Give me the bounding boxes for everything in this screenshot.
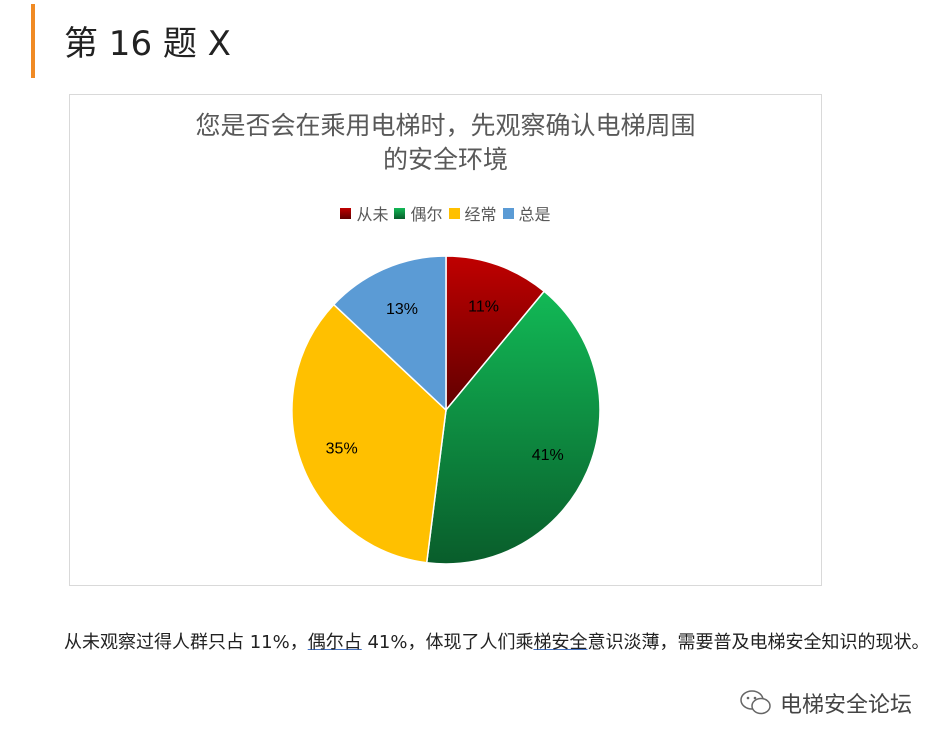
pie-slice-经常 (291, 303, 447, 564)
data-label: 11% (468, 299, 499, 316)
legend-label: 偶尔 (410, 205, 443, 224)
accent-bar (31, 4, 35, 78)
data-label: 41% (532, 447, 564, 464)
underlined-text: 偶尔占 (307, 632, 362, 653)
text: 41%，体现了人们乘 (361, 632, 534, 653)
text: 从未观察过得人群只占 11%， (64, 632, 308, 653)
underlined-text: 梯安全 (533, 632, 588, 653)
pie-slice-偶尔 (425, 290, 601, 565)
pie-slice-从未 (445, 255, 546, 413)
legend-swatch (340, 207, 352, 219)
legend-label: 从未 (356, 205, 389, 224)
chart-title-line: 您是否会在乘用电梯时，先观察确认电梯周围 (195, 111, 696, 140)
pie-chart: 11% 41% 35% 13% 您是否会在乘用电梯时，先观察确认电梯周围 的安全环境 … (69, 94, 822, 586)
legend-item: 偶尔 (394, 201, 443, 225)
legend-item: 总是 (502, 201, 551, 225)
analysis-paragraph: 从未观察过得人群只占 11%，偶尔占 41%，体现了人们乘梯安全意识淡薄，需要普… (64, 620, 934, 666)
legend-swatch (394, 207, 406, 219)
watermark-text: 电梯安全论坛 (780, 693, 913, 718)
data-label: 13% (386, 301, 418, 318)
legend-swatch (502, 207, 514, 219)
chart-title: 您是否会在乘用电梯时，先观察确认电梯周围 的安全环境 (70, 109, 821, 177)
watermark: 电梯安全论坛 (738, 687, 912, 719)
legend-label: 经常 (464, 205, 497, 224)
pie-slice-总是 (332, 255, 447, 412)
legend-swatch (448, 207, 460, 219)
pie-svg: 11% 41% 35% 13% (291, 255, 601, 565)
chart-legend: 从未 偶尔 经常 总是 (70, 201, 821, 225)
text: 意识淡薄，需要普及电梯安全知识的现状。 (587, 632, 930, 653)
chart-title-line: 的安全环境 (382, 145, 508, 174)
data-label: 35% (326, 441, 358, 458)
wechat-icon (740, 690, 771, 715)
legend-label: 总是 (518, 205, 551, 224)
page-title: 第 16 题 X (64, 24, 231, 64)
legend-item: 经常 (448, 201, 497, 225)
legend-item: 从未 (340, 201, 388, 225)
